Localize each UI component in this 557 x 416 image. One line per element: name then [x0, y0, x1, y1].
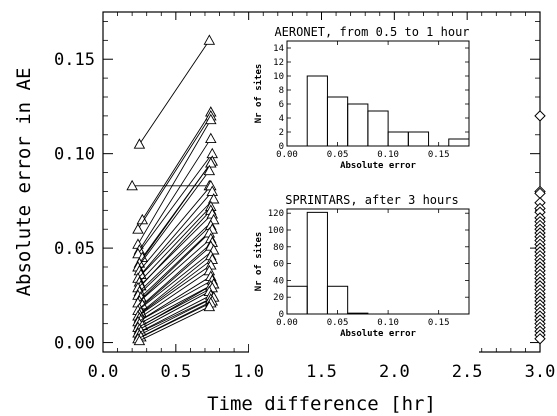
inset-y-tick-label: 100: [268, 226, 284, 236]
diamond-point: [534, 333, 546, 345]
pair-line: [139, 291, 210, 330]
inset-y-tick-label: 60: [273, 260, 284, 270]
pair-line: [140, 276, 212, 321]
triangle-point: [205, 113, 217, 125]
x-tick-label: 0.0: [88, 362, 119, 382]
pair-line: [139, 40, 210, 145]
inset-x-tick-label: 0.00: [276, 150, 298, 160]
inset-x-tick-label: 0.15: [428, 150, 450, 160]
inset-y-tick-label: 2: [279, 128, 284, 138]
pair-line: [137, 264, 212, 317]
inset-x-axis-label: Absolute error: [340, 329, 416, 339]
inset-x-tick-label: 0.15: [428, 318, 450, 328]
pair-line: [139, 206, 212, 283]
inset-aeronet-histogram: AERONET, from 0.5 to 1 hour 0.00 0.05 0.10 0…: [249, 23, 479, 186]
pair-line: [140, 300, 213, 338]
pair-line: [139, 138, 212, 251]
triangle-point: [132, 223, 144, 234]
pair-line: [139, 259, 213, 315]
inset-sprintars-histogram: SPRINTARS, after 3 hours 0.00 0.05 0.10 0.15…: [249, 191, 479, 354]
inset-x-tick-label: 0.10: [377, 318, 399, 328]
triangle-point: [205, 157, 217, 168]
inset-x-tick-label: 0.00: [276, 318, 298, 328]
inset-y-tick-label: 120: [268, 209, 284, 219]
pair-line: [137, 170, 210, 268]
pair-line: [140, 294, 211, 332]
inset-y-tick-label: 10: [273, 72, 284, 82]
x-tick-label: 2.0: [379, 362, 410, 382]
pair-line: [137, 153, 213, 255]
pair-line: [139, 283, 214, 325]
y-tick-label: 0.15: [54, 50, 95, 70]
inset-y-tick-label: 6: [279, 100, 284, 110]
triangle-point: [206, 185, 219, 196]
inset-y-tick-label: 0: [279, 142, 284, 152]
pair-line: [139, 219, 215, 292]
inset-x-axis-label: Absolute error: [340, 161, 416, 171]
pair-line: [139, 185, 212, 272]
diamond-point: [534, 110, 546, 122]
triangle-point: [133, 334, 146, 346]
pair-line: [140, 255, 212, 313]
pair-line: [139, 270, 210, 319]
pair-line: [137, 249, 214, 311]
triangle-point: [203, 300, 216, 312]
inset-y-tick-label: 8: [279, 86, 284, 96]
inset-y-tick-label: 20: [273, 293, 284, 303]
triangle-point: [133, 138, 146, 149]
inset-y-axis-label: Nr of sites: [253, 64, 264, 124]
x-tick-label: 1.0: [233, 362, 264, 382]
triangle-point: [207, 193, 220, 204]
inset-x-tick-label: 0.05: [327, 150, 349, 160]
inset-x-tick-label: 0.10: [377, 150, 399, 160]
x-tick-label: 0.5: [160, 362, 191, 382]
x-tick-label: 1.5: [306, 362, 337, 382]
pair-line: [137, 119, 212, 245]
pair-line: [139, 306, 210, 342]
y-tick-label: 0.00: [54, 334, 95, 354]
pair-line: [140, 191, 213, 275]
pair-line: [137, 302, 211, 340]
x-tick-label: 3.0: [525, 362, 556, 382]
inset-x-tick-label: 0.05: [327, 318, 349, 328]
y-axis-label: Absolute error in AE: [13, 68, 35, 297]
inset-title: AERONET, from 0.5 to 1 hour: [274, 25, 469, 39]
pair-line: [139, 162, 212, 264]
triangle-point: [126, 179, 138, 191]
triangle-point: [205, 132, 217, 144]
pair-line: [142, 242, 213, 306]
y-tick-label: 0.05: [54, 239, 95, 259]
pair-line: [139, 298, 211, 336]
inset-y-tick-label: 12: [273, 58, 284, 68]
inset-y-tick-label: 4: [279, 114, 284, 124]
pair-line: [137, 238, 212, 304]
inset-y-axis-label: Nr of sites: [253, 232, 264, 292]
pair-line: [139, 232, 210, 302]
inset-y-tick-label: 14: [273, 44, 284, 54]
pair-line: [137, 213, 213, 289]
pair-line: [137, 198, 215, 279]
pair-line: [140, 228, 213, 298]
pair-line: [139, 245, 212, 309]
pair-line: [137, 225, 212, 296]
x-tick-label: 2.5: [452, 362, 483, 382]
inset-y-tick-label: 80: [273, 243, 284, 253]
inset-y-tick-label: 40: [273, 276, 284, 286]
inset-y-tick-label: 0: [279, 310, 284, 320]
pair-line: [137, 296, 214, 334]
inset-frame: [286, 208, 470, 315]
triangle-point: [203, 34, 216, 45]
x-axis-label: Time difference [hr]: [207, 393, 436, 415]
pair-line: [137, 115, 212, 230]
pair-line: [137, 279, 213, 323]
inset-title: SPRINTARS, after 3 hours: [285, 193, 458, 207]
main-chart: 0.0 0.5 1.0 1.5 2.0 2.5 3.0 0.00 0.05 0.10 0.15 Tim…: [13, 11, 556, 415]
inset-frame: [286, 40, 470, 147]
pair-line: [137, 287, 213, 328]
triangle-point: [203, 164, 216, 176]
y-tick-label: 0.10: [54, 145, 95, 165]
pair-line: [141, 111, 212, 221]
